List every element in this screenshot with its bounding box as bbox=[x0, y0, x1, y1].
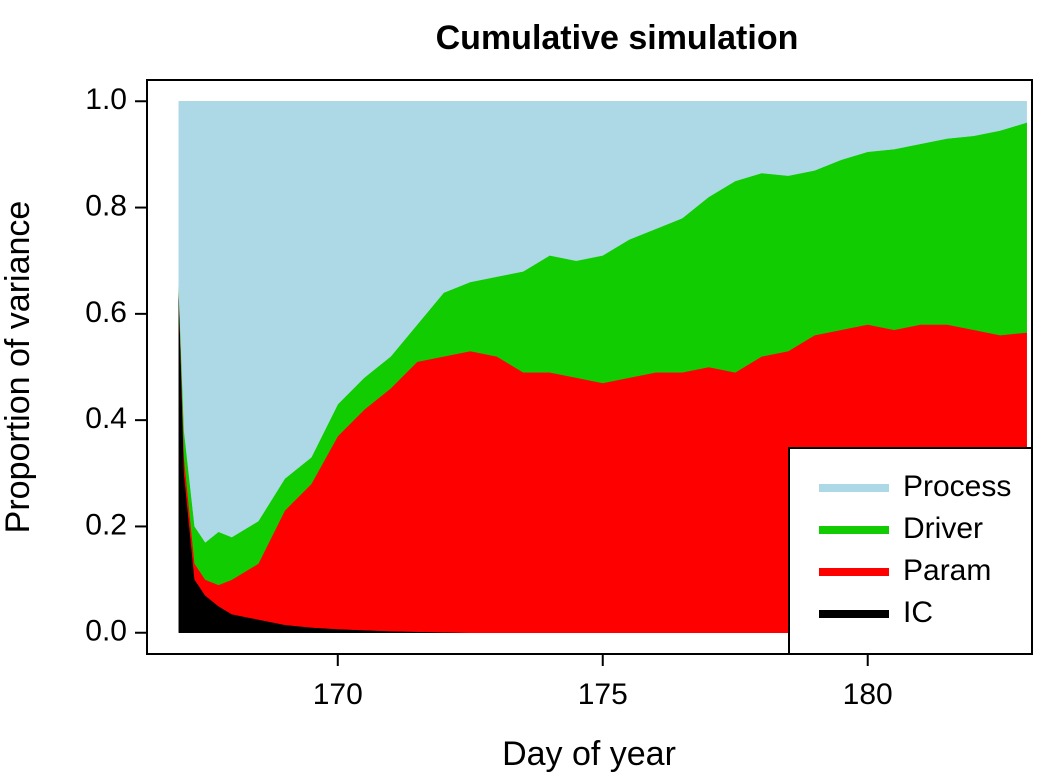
x-tick-label: 175 bbox=[578, 678, 628, 711]
x-tick-label: 170 bbox=[313, 678, 363, 711]
legend-label: Driver bbox=[903, 512, 983, 545]
area bbox=[178, 101, 1027, 543]
y-tick-label: 0.4 bbox=[85, 402, 127, 435]
legend-label: IC bbox=[903, 596, 933, 629]
legend-label: Process bbox=[903, 470, 1011, 503]
y-tick-label: 0.8 bbox=[85, 189, 127, 222]
y-tick-label: 1.0 bbox=[85, 83, 127, 116]
legend-label: Param bbox=[903, 554, 991, 587]
y-tick-label: 0.2 bbox=[85, 508, 127, 541]
y-tick-label: 0.6 bbox=[85, 296, 127, 329]
y-axis-label: Proportion of variance bbox=[0, 201, 37, 534]
y-tick-label: 0.0 bbox=[85, 615, 127, 648]
x-tick-label: 180 bbox=[843, 678, 893, 711]
chart-title: Cumulative simulation bbox=[436, 19, 799, 57]
legend-box bbox=[788, 447, 1033, 655]
plot-frame bbox=[146, 79, 1033, 655]
x-axis-label: Day of year bbox=[502, 735, 676, 773]
